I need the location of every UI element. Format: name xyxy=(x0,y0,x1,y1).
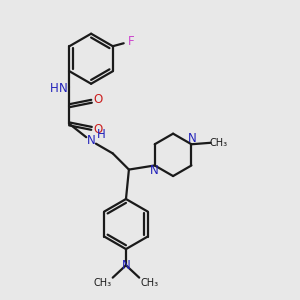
Text: CH₃: CH₃ xyxy=(93,278,112,288)
Text: H: H xyxy=(97,128,105,141)
Text: N: N xyxy=(188,132,197,145)
Text: O: O xyxy=(93,93,103,106)
Text: N: N xyxy=(122,260,131,272)
Text: N: N xyxy=(150,164,158,177)
Text: F: F xyxy=(128,35,135,48)
Text: N: N xyxy=(87,134,96,147)
Text: N: N xyxy=(58,82,67,95)
Text: CH₃: CH₃ xyxy=(210,138,228,148)
Text: O: O xyxy=(93,123,103,136)
Text: CH₃: CH₃ xyxy=(140,278,159,288)
Text: H: H xyxy=(50,82,59,95)
